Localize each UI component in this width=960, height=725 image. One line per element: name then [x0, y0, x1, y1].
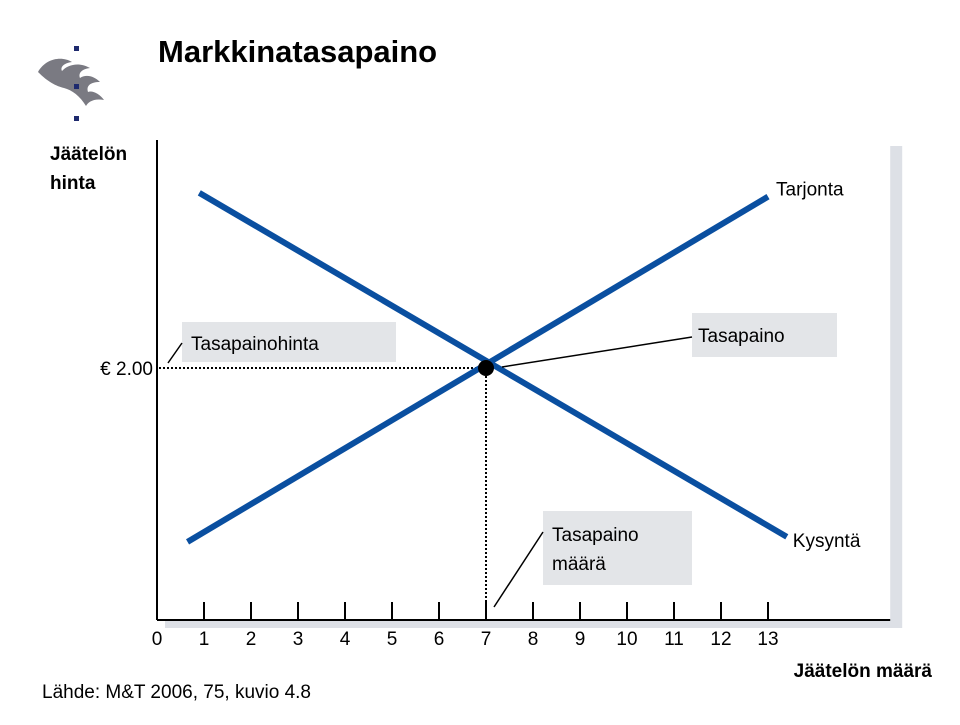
y-axis-label: Jäätelön hinta: [50, 144, 132, 194]
equilibrium-point: [478, 360, 494, 376]
university-logo: [38, 46, 104, 121]
x-tick-label-1: 1: [199, 629, 210, 650]
series-label-supply: Tarjonta: [776, 180, 844, 201]
x-tick-label-9: 9: [575, 629, 586, 650]
annotation-point-leader: [501, 336, 693, 368]
logo-flame-icon: [38, 58, 104, 106]
x-tick-label-5: 5: [387, 629, 398, 650]
annotation-price-text: Tasapainohinta: [191, 334, 319, 355]
y-axis-label-line-1: Jäätelön: [50, 144, 127, 165]
y-axis-label-line-2: hinta: [50, 173, 96, 194]
annotation-quantity-leader: [493, 531, 544, 608]
annotation-quantity-line-2: määrä: [552, 554, 606, 575]
series-line-supply: [186, 194, 770, 545]
annotation-quantity-box: [543, 511, 692, 585]
page-title: Markkinatasapaino: [158, 34, 438, 69]
series-label-demand: Kysyntä: [793, 531, 861, 552]
y-tick-label-price: € 2.00: [100, 359, 153, 380]
annotation-price-box: [182, 322, 396, 362]
x-tick-label-10: 10: [616, 629, 637, 650]
annotation-point-text: Tasapaino: [698, 326, 785, 347]
x-ticks: [203, 602, 769, 620]
x-tick-label-4: 4: [340, 629, 351, 650]
annotation-price-leader: [167, 342, 183, 364]
x-tick-label-3: 3: [293, 629, 304, 650]
source-citation: Lähde: M&T 2006, 75, kuvio 4.8: [42, 682, 311, 703]
x-tick-label-13: 13: [757, 629, 778, 650]
x-tick-label-7: 7: [481, 629, 492, 650]
annotation-quantity-line-1: Tasapaino: [552, 525, 639, 546]
x-tick-label-8: 8: [528, 629, 539, 650]
x-tick-label-2: 2: [246, 629, 257, 650]
annotation-quantity-text: Tasapaino määrä: [552, 525, 644, 575]
x-tick-label-11: 11: [664, 629, 684, 650]
x-tick-label-12: 12: [710, 629, 731, 650]
logo-marks-icon: [74, 46, 79, 121]
x-tick-label-0: 0: [152, 629, 163, 650]
x-axis-label: Jäätelön määrä: [794, 661, 933, 682]
x-tick-label-6: 6: [434, 629, 445, 650]
x-tick-labels: 0 1 2 3 4 5 6 7 8 9 10 11 12 13: [152, 629, 779, 650]
annotation-point-box: [692, 313, 837, 357]
